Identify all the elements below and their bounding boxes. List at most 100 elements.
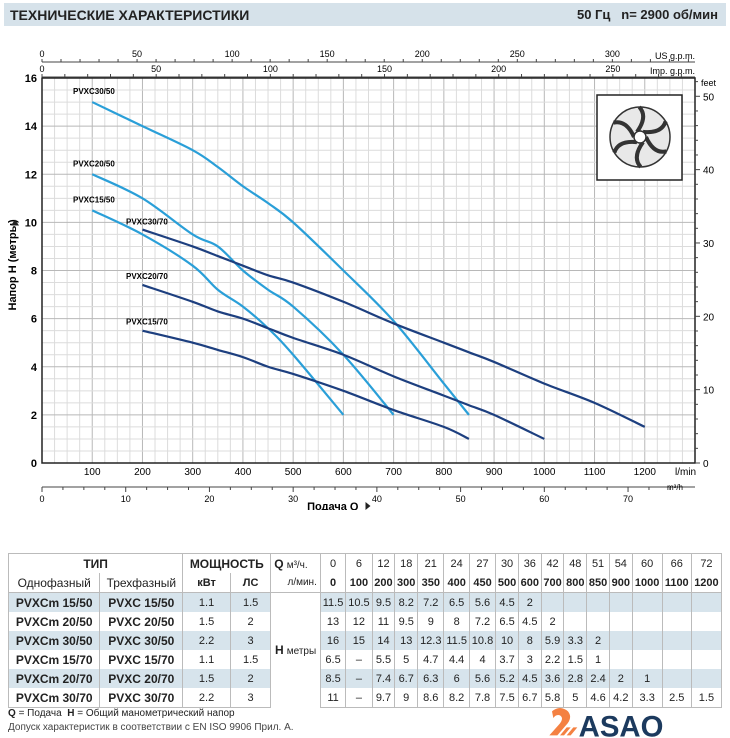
header-row-2: Однофазный Трехфазный кВт ЛС л/мин. 0 100 200 30… [7, 573, 723, 593]
hp-header: ЛС [229, 573, 272, 593]
head-value: 13 [394, 631, 419, 650]
head-value: 6.7 [394, 669, 419, 688]
q-lmin-value: 200 [371, 573, 396, 593]
impeller-vane [644, 136, 667, 154]
power-kw: 1.1 [182, 592, 231, 612]
us-gpm-tick-label: 150 [320, 49, 335, 59]
head-value: 2.8 [563, 669, 588, 688]
power-hp: 2 [229, 669, 272, 688]
head-value: 9 [394, 688, 419, 708]
q-m3h-value: 6 [345, 553, 373, 573]
head-value: 4.4 [443, 650, 470, 669]
x-tick-label: 600 [335, 467, 352, 478]
head-value: 1 [631, 669, 663, 688]
q-lmin-value: 100 [345, 573, 373, 593]
head-value: 10.8 [468, 631, 497, 650]
feet-tick-label: 30 [703, 239, 715, 250]
table-row: PVXCm 15/50 PVXC 15/50 1.1 1.5 H метры 11.5 10… [7, 592, 723, 708]
head-value: 2 [540, 612, 565, 631]
x-tick-label: 1100 [584, 467, 606, 478]
y-tick-label: 16 [25, 73, 37, 85]
head-value: 16 [319, 631, 347, 650]
power-kw: 2.2 [182, 688, 231, 708]
x-axis-title: Подача Q [307, 501, 359, 510]
us-gpm-tick-label: 250 [510, 49, 525, 59]
q-lmin-value: 900 [608, 573, 633, 593]
head-value [563, 592, 588, 612]
head-value: 11.5 [443, 631, 470, 650]
head-value: – [345, 650, 373, 669]
us-gpm-tick-label: 300 [605, 49, 620, 59]
q-lmin-value: 1200 [690, 573, 723, 593]
head-value [661, 592, 692, 612]
head-value [690, 592, 723, 612]
single-phase-model: PVXCm 20/70 [7, 669, 101, 688]
head-value: 1 [586, 650, 610, 669]
curve-pvxc20-50 [91, 173, 395, 416]
x-tick-label: 300 [184, 467, 201, 478]
head-value: 6.3 [417, 669, 445, 688]
h-label: H метры [270, 592, 321, 708]
impeller-vane [642, 120, 668, 135]
head-value: 10.5 [345, 592, 373, 612]
feet-tick-label: 40 [703, 166, 715, 177]
curve-label: PVXC30/70 [126, 218, 168, 227]
head-value: 3.6 [540, 669, 565, 688]
head-value [631, 631, 663, 650]
head-value: 5.6 [468, 592, 497, 612]
us-gpm-tick-label: 0 [39, 49, 44, 59]
head-value: 7.2 [417, 592, 445, 612]
head-value: 14 [371, 631, 396, 650]
svg-text:ASAO: ASAO [579, 711, 664, 738]
q-lmin-value: 450 [468, 573, 497, 593]
q-m3h-value: 30 [495, 553, 519, 573]
three-phase-model: PVXC 30/50 [99, 631, 184, 650]
q-m3h-value: 27 [468, 553, 497, 573]
q-lmin-value: 0 [319, 573, 347, 593]
q-lmin-value: 1100 [661, 573, 692, 593]
head-value: 4.5 [495, 592, 519, 612]
head-value: 9.7 [371, 688, 396, 708]
x-unit-label: l/min [675, 467, 696, 478]
power-hp: 1.5 [229, 650, 272, 669]
q-m3h-value: 66 [661, 553, 692, 573]
impeller-vane [635, 105, 646, 133]
performance-table: ТИП МОЩНОСТЬ Q м³/ч. 0 6 12 18 21 24 27 30 36 42 48 51… [7, 553, 723, 708]
q-header: Q м³/ч. [270, 553, 321, 573]
q-m3h-value: 0 [319, 553, 347, 573]
head-value: 8 [443, 612, 470, 631]
y-tick-label: 6 [31, 314, 37, 326]
feet-tick-label: 20 [703, 312, 715, 323]
head-value: 2 [608, 669, 633, 688]
q-key: Q [8, 708, 16, 719]
head-value: 4.5 [517, 669, 542, 688]
y-tick-label: 4 [31, 362, 38, 374]
head-value: 11.5 [319, 592, 347, 612]
y-tick-label: 12 [25, 169, 37, 181]
q-text: = Подача [18, 708, 62, 719]
head-value: 4 [468, 650, 497, 669]
imp-gpm-unit-label: Imp. g.p.m. [650, 66, 695, 76]
q-lmin-value: 700 [540, 573, 565, 593]
head-value: 1.5 [563, 650, 588, 669]
head-value: 5 [563, 688, 588, 708]
single-phase-model: PVXCm 15/50 [7, 592, 101, 612]
three-phase-model: PVXC 15/70 [99, 650, 184, 669]
head-value: 8 [517, 631, 542, 650]
q-m3h-value: 12 [371, 553, 396, 573]
curve-label: PVXC30/50 [73, 87, 115, 96]
power-kw: 1.1 [182, 650, 231, 669]
three-phase-model: PVXC 15/50 [99, 592, 184, 612]
y-axis-title: Напор H (метры) [7, 219, 19, 310]
q-lmin-value: 600 [517, 573, 542, 593]
head-value [586, 592, 610, 612]
head-value: 4.5 [517, 612, 542, 631]
arrow-right-icon [365, 502, 371, 510]
legend-footnote: Q = Подача H = Общий манометрический нап… [8, 708, 235, 719]
m3h-tick-label: 20 [204, 494, 214, 504]
imp-gpm-tick-label: 100 [263, 64, 278, 74]
head-value: 3 [517, 650, 542, 669]
x-tick-label: 400 [235, 467, 252, 478]
impeller-vane [613, 120, 636, 138]
head-value [661, 612, 692, 631]
